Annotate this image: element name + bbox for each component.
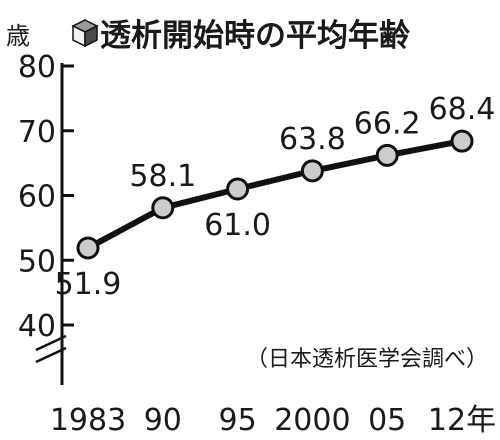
y-unit-label: 歳 bbox=[6, 22, 30, 50]
data-label: 68.4 bbox=[429, 92, 496, 127]
x-tick-label: 90 bbox=[144, 403, 182, 438]
x-tick-labels: 1983 90 95 2000 05 12年 bbox=[50, 403, 496, 438]
y-tick-label: 80 bbox=[18, 50, 56, 85]
data-label: 63.8 bbox=[279, 122, 346, 157]
data-point bbox=[151, 196, 175, 220]
y-tick-label: 70 bbox=[18, 115, 56, 150]
data-label: 58.1 bbox=[129, 159, 196, 194]
x-tick-label: 1983 bbox=[50, 403, 126, 438]
data-point bbox=[450, 129, 474, 153]
data-point bbox=[76, 236, 100, 260]
data-points bbox=[76, 129, 474, 260]
series-line bbox=[85, 138, 465, 251]
chart-title: 透析開始時の平均年齢 bbox=[100, 18, 410, 54]
data-point bbox=[375, 143, 399, 167]
data-point bbox=[226, 177, 250, 201]
y-ticks: 40 50 60 70 80 bbox=[18, 50, 74, 344]
x-tick-label: 05 bbox=[368, 403, 406, 438]
data-label: 66.2 bbox=[354, 106, 421, 141]
series-line-layer bbox=[85, 138, 465, 251]
data-label: 61.0 bbox=[204, 208, 271, 243]
data-point bbox=[300, 159, 324, 183]
axis-break-mark-lower bbox=[35, 346, 67, 364]
y-tick-label: 60 bbox=[18, 180, 56, 215]
x-tick-label: 95 bbox=[219, 403, 257, 438]
y-tick-label: 50 bbox=[18, 244, 56, 279]
axis-break-mark-upper bbox=[35, 334, 67, 352]
source-note: （日本透析医学会調べ） bbox=[246, 347, 488, 372]
x-tick-label: 12年 bbox=[428, 403, 496, 438]
y-tick-label: 40 bbox=[18, 309, 56, 344]
data-labels: 51.9 58.161.0 63.8 66.2 68.4 bbox=[55, 92, 496, 302]
x-tick-label: 2000 bbox=[274, 403, 350, 438]
data-label: 51.9 bbox=[55, 267, 122, 302]
cube-icon bbox=[71, 19, 99, 48]
